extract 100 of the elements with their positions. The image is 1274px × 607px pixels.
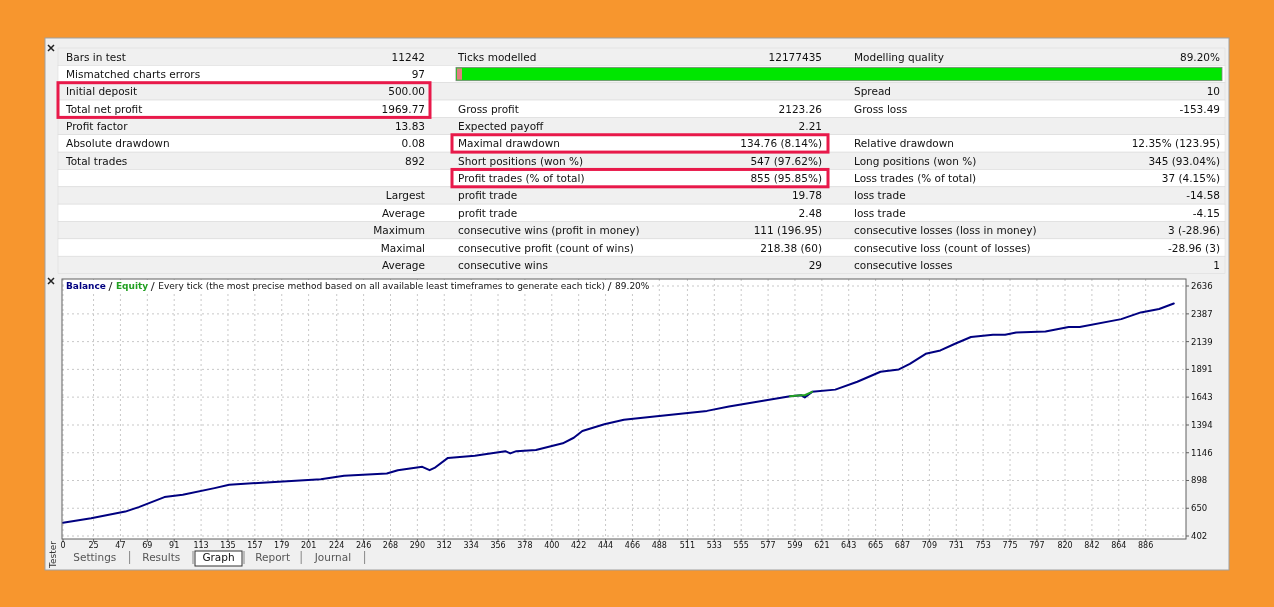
- text: 3 (-28.96): [1167, 224, 1220, 237]
- y-tick-label: 650: [1191, 503, 1208, 514]
- text: 2123.26: [778, 102, 823, 115]
- x-tick-label: 246: [355, 540, 372, 550]
- text: Profit trades (% of total): [458, 172, 585, 185]
- text: -4.15: [1192, 206, 1220, 219]
- text: Average: [381, 206, 425, 219]
- text: 12.35% (123.95): [1131, 137, 1220, 150]
- text: Relative drawdown: [854, 137, 955, 150]
- text: Modelling quality: [854, 50, 944, 63]
- text: Gross loss: [854, 102, 908, 115]
- text: consecutive loss (count of losses): [854, 241, 1031, 254]
- text: Maximal: [380, 241, 425, 254]
- x-tick-label: 886: [1138, 540, 1154, 550]
- x-tick-label: 753: [975, 540, 991, 550]
- text: Profit factor: [66, 120, 129, 133]
- x-tick-label: 312: [436, 540, 452, 550]
- text: Graph: [202, 551, 235, 563]
- text: Equity: [115, 281, 149, 291]
- x-tick-label: 25: [88, 540, 99, 550]
- text: Total net profit: [65, 102, 143, 115]
- x-tick-label: 842: [1084, 540, 1100, 550]
- x-tick-label: 179: [274, 540, 290, 550]
- text: 10: [1206, 85, 1220, 98]
- text: Absolute drawdown: [66, 137, 170, 150]
- y-tick-label: 898: [1191, 475, 1208, 486]
- text: 345 (93.04%): [1148, 154, 1220, 167]
- text: Journal: [313, 551, 352, 563]
- text: consecutive wins: [458, 258, 548, 271]
- text: 11242: [391, 50, 425, 63]
- text: Largest: [385, 189, 425, 202]
- y-tick-label: 1394: [1191, 419, 1213, 430]
- x-tick-label: 268: [382, 540, 399, 550]
- x-tick-label: 69: [142, 540, 153, 550]
- text: Expected payoff: [458, 120, 545, 133]
- text: Mismatched charts errors: [66, 68, 201, 81]
- text: Spread: [854, 85, 891, 98]
- text: consecutive losses: [854, 258, 953, 271]
- text: 29: [808, 258, 822, 271]
- text: Total trades: [65, 154, 128, 167]
- x-tick-label: 511: [679, 540, 696, 550]
- text: consecutive profit (count of wins): [458, 241, 634, 254]
- text: profit trade: [458, 206, 518, 219]
- text: 1: [1213, 258, 1220, 271]
- x-tick-label: 356: [490, 540, 506, 550]
- text: 97: [411, 68, 425, 81]
- x-tick-label: 201: [300, 540, 317, 550]
- x-tick-label: 599: [787, 540, 803, 550]
- text: Settings: [73, 551, 117, 563]
- text: 12177435: [768, 50, 822, 63]
- x-tick-label: 687: [894, 540, 911, 550]
- chart-subtitle: 89.20%: [615, 281, 650, 291]
- x-tick-label: 533: [706, 540, 722, 550]
- x-tick-label: 0: [60, 540, 66, 550]
- text: Maximal drawdown: [458, 137, 560, 150]
- x-tick-label: 224: [329, 540, 345, 550]
- text: consecutive wins (profit in money): [458, 224, 640, 237]
- text: -28.96 (3): [1167, 241, 1220, 254]
- text: Bars in test: [66, 50, 126, 63]
- x-tick-label: 488: [651, 540, 667, 550]
- text: Initial deposit: [66, 85, 138, 98]
- text: 19.78: [791, 189, 822, 202]
- text: Ticks modelled: [457, 50, 537, 63]
- text: Long positions (won %): [854, 154, 977, 167]
- y-tick-label: 1643: [1191, 392, 1213, 403]
- text: Tester: [48, 540, 58, 569]
- text: 13.83: [394, 120, 425, 133]
- text: Gross profit: [458, 102, 519, 115]
- y-tick-label: 1891: [1191, 364, 1213, 375]
- x-tick-label: 775: [1002, 540, 1018, 550]
- x-tick-label: 400: [544, 540, 560, 550]
- text: Maximum: [373, 224, 425, 237]
- text: 547 (97.62%): [750, 154, 822, 167]
- x-tick-label: 797: [1029, 540, 1045, 550]
- chart-title: Every tick (the most precise method based on all available least timeframes to generate each tick): [158, 281, 606, 291]
- text: profit trade: [458, 189, 518, 202]
- x-tick-label: 135: [220, 540, 236, 550]
- y-tick-label: 2387: [1191, 308, 1213, 319]
- text: loss trade: [854, 206, 906, 219]
- x-tick-label: 47: [115, 540, 126, 550]
- x-tick-label: 665: [867, 540, 884, 550]
- text: Balance: [66, 281, 106, 291]
- x-tick-label: 334: [463, 540, 479, 550]
- line-series: [62, 302, 1175, 524]
- text: Short positions (won %): [458, 154, 584, 167]
- x-tick-label: 113: [193, 540, 209, 550]
- text: Report: [255, 551, 291, 563]
- x-tick-label: 864: [1111, 540, 1127, 550]
- text: -153.49: [1179, 102, 1220, 115]
- x-tick-label: 820: [1057, 540, 1073, 550]
- y-tick-label: 2139: [1191, 336, 1213, 347]
- text: 2.48: [798, 206, 822, 219]
- x-tick-label: 621: [814, 540, 830, 550]
- text: 500.00: [388, 85, 425, 98]
- text: 89.20%: [1179, 50, 1221, 63]
- y-tick-label: 2636: [1191, 281, 1213, 291]
- text: 892: [404, 154, 425, 167]
- x-tick-label: 466: [624, 540, 641, 550]
- text: 37 (4.15%): [1161, 172, 1220, 185]
- x-tick-label: 731: [948, 540, 964, 550]
